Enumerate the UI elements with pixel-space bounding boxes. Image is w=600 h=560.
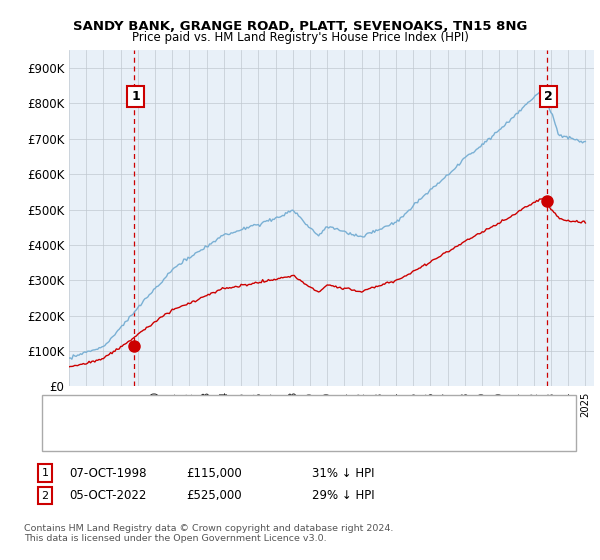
Text: —————: —————	[48, 433, 110, 446]
Text: £525,000: £525,000	[186, 489, 242, 502]
Text: SANDY BANK, GRANGE ROAD, PLATT, SEVENOAKS, TN15 8NG: SANDY BANK, GRANGE ROAD, PLATT, SEVENOAK…	[73, 20, 527, 32]
Text: 31% ↓ HPI: 31% ↓ HPI	[312, 466, 374, 480]
Text: SANDY BANK, GRANGE ROAD, PLATT, SEVENOAKS, TN15 8NG (detached house): SANDY BANK, GRANGE ROAD, PLATT, SEVENOAK…	[87, 404, 501, 414]
Text: Contains HM Land Registry data © Crown copyright and database right 2024.
This d: Contains HM Land Registry data © Crown c…	[24, 524, 394, 543]
Text: 1: 1	[41, 468, 49, 478]
Text: 07-OCT-1998: 07-OCT-1998	[69, 466, 146, 480]
Text: 29% ↓ HPI: 29% ↓ HPI	[312, 489, 374, 502]
Text: 05-OCT-2022: 05-OCT-2022	[69, 489, 146, 502]
Text: 1: 1	[131, 90, 140, 103]
Text: —————: —————	[48, 402, 110, 416]
Text: 2: 2	[544, 90, 553, 103]
Text: 2: 2	[41, 491, 49, 501]
Text: HPI: Average price, detached house, Tonbridge and Malling: HPI: Average price, detached house, Tonb…	[87, 435, 395, 445]
Text: £115,000: £115,000	[186, 466, 242, 480]
Text: Price paid vs. HM Land Registry's House Price Index (HPI): Price paid vs. HM Land Registry's House …	[131, 31, 469, 44]
